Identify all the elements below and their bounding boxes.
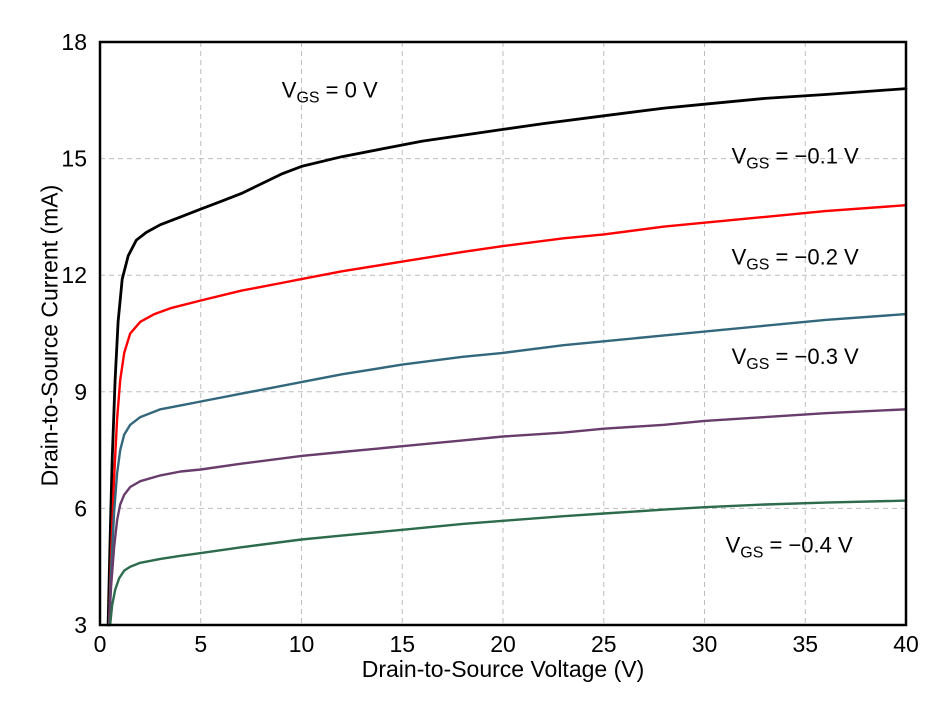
y-tick-label: 12 xyxy=(61,262,87,288)
curve-annotation: VGS = −0.2 V xyxy=(732,245,859,274)
x-tick-label: 5 xyxy=(194,631,207,657)
y-tick-label: 18 xyxy=(61,29,87,55)
y-tick-label: 15 xyxy=(61,146,87,172)
curve-annotation: VGS = −0.4 V xyxy=(726,532,853,561)
y-tick-label: 6 xyxy=(74,495,87,521)
x-tick-label: 10 xyxy=(289,631,315,657)
y-tick-label: 3 xyxy=(74,612,87,638)
x-tick-label: 0 xyxy=(94,631,107,657)
y-tick-label: 9 xyxy=(74,379,87,405)
series-line-4 xyxy=(108,499,908,627)
x-tick-label: 15 xyxy=(389,631,415,657)
series-line-2 xyxy=(107,312,908,627)
series-line-3 xyxy=(107,408,908,627)
x-tick-label: 30 xyxy=(692,631,718,657)
x-tick-label: 20 xyxy=(490,631,516,657)
curve-annotation: VGS = −0.1 V xyxy=(732,144,859,173)
x-tick-label: 25 xyxy=(591,631,617,657)
series-line-0 xyxy=(106,87,908,627)
curve-annotation: VGS = −0.3 V xyxy=(732,344,859,373)
series-line-1 xyxy=(107,204,908,627)
x-tick-label: 40 xyxy=(893,631,919,657)
plot-border xyxy=(98,40,908,627)
curve-annotation: VGS = 0 V xyxy=(282,78,378,107)
x-axis-title: Drain-to-Source Voltage (V) xyxy=(361,656,645,682)
y-axis-title: Drain-to-Source Current (mA) xyxy=(36,184,63,487)
x-tick-label: 35 xyxy=(792,631,818,657)
